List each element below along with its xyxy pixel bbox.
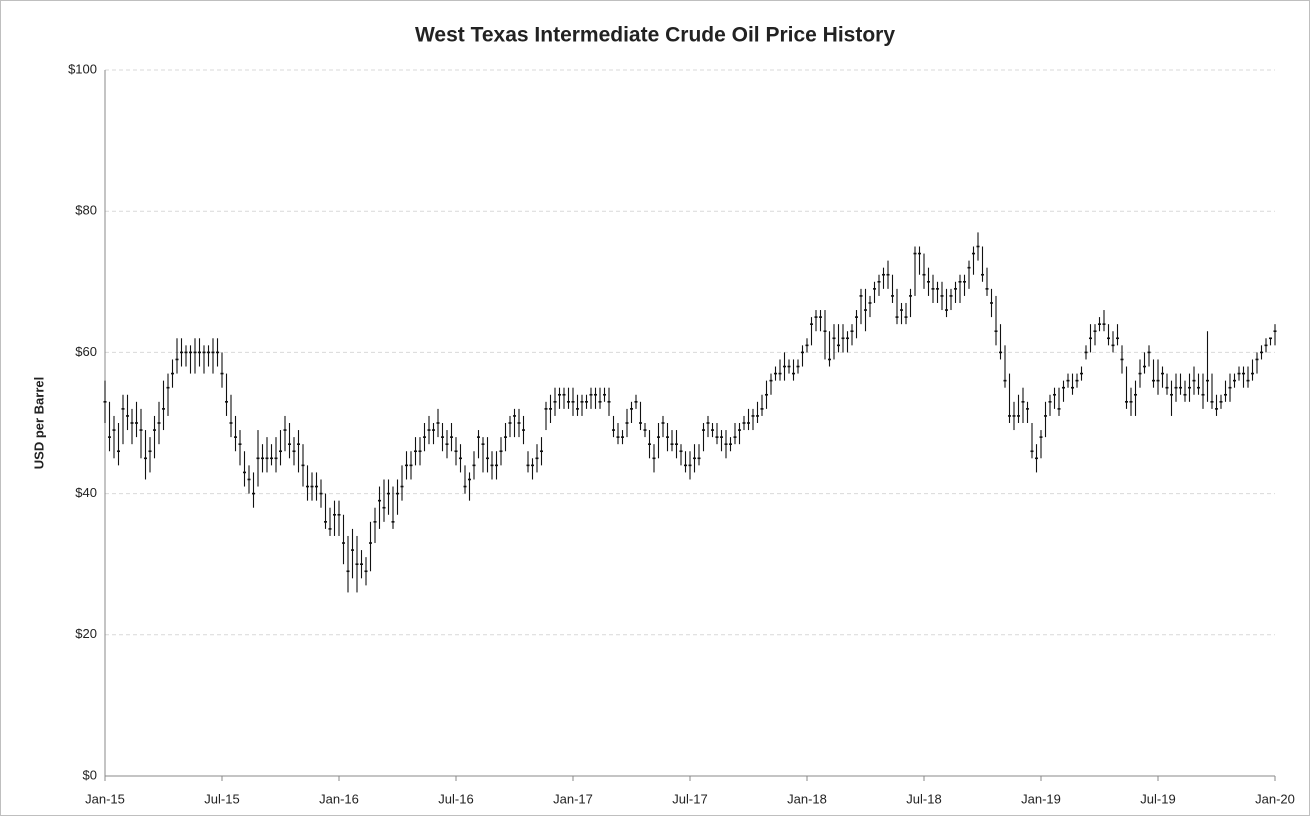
x-tick-label: Jan-17	[553, 791, 593, 806]
y-tick-label: $80	[75, 203, 97, 218]
x-tick-label: Jul-17	[672, 791, 707, 806]
y-tick-label: $100	[68, 61, 97, 76]
x-tick-label: Jul-19	[1140, 791, 1175, 806]
chart-title: West Texas Intermediate Crude Oil Price …	[415, 24, 895, 47]
x-tick-label: Jul-18	[906, 791, 941, 806]
y-tick-label: $40	[75, 485, 97, 500]
y-tick-label: $0	[83, 767, 97, 782]
x-tick-label: Jan-20	[1255, 791, 1295, 806]
x-tick-label: Jan-18	[787, 791, 827, 806]
x-tick-label: Jan-19	[1021, 791, 1061, 806]
y-tick-label: $60	[75, 344, 97, 359]
x-tick-label: Jan-16	[319, 791, 359, 806]
x-tick-label: Jan-15	[85, 791, 125, 806]
x-tick-label: Jul-16	[438, 791, 473, 806]
x-tick-label: Jul-15	[204, 791, 239, 806]
y-axis-label: USD per Barrel	[31, 377, 46, 469]
y-tick-label: $20	[75, 626, 97, 641]
